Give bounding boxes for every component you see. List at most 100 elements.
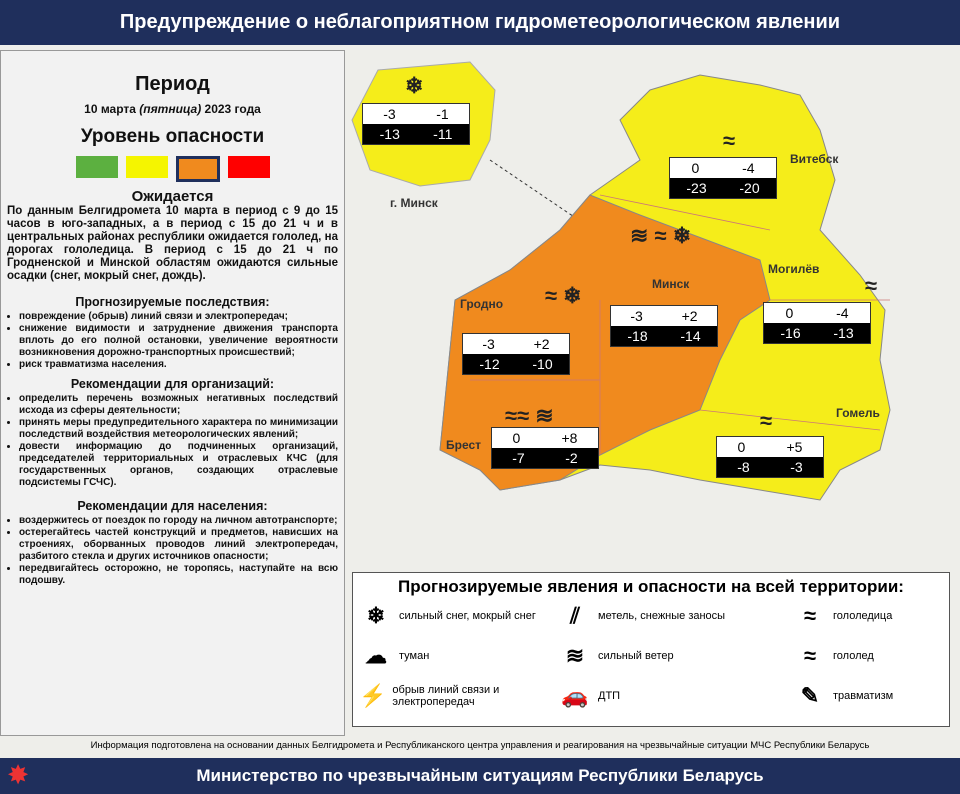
map-icons: ❄ ≈ ≋ ≈ ❄ ≈ ≈ ❄ ≈≈ ≋ ≈	[405, 73, 877, 433]
list-item: повреждение (обрыв) линий связи и электр…	[19, 311, 338, 323]
legend-icon: 🚗	[561, 683, 589, 708]
list-item: передвигайтесь осторожно, не торопясь, н…	[19, 563, 338, 587]
svg-text:≈≈ ≋: ≈≈ ≋	[505, 403, 554, 428]
city-label: Могилёв	[768, 262, 820, 276]
map: ❄ ≈ ≋ ≈ ❄ ≈ ≈ ❄ ≈≈ ≋ ≈	[351, 61, 891, 501]
temp-value: -3	[790, 459, 803, 475]
temp-box: 0 +5 -8 -3	[716, 436, 824, 478]
legend-item: ❄ сильный снег, мокрый снег	[359, 603, 539, 629]
legend-icon: ☁	[365, 643, 387, 668]
legend-icon: ⫽	[570, 603, 580, 628]
legend-icon: ⚡	[359, 683, 387, 708]
temp-value: -4	[742, 160, 755, 176]
left-panel: Период 10 марта (пятница) 2023 года Уров…	[0, 50, 345, 736]
orange-zone	[439, 194, 771, 491]
consequences-heading: Прогнозируемые последствия:	[75, 295, 270, 309]
temp-value: -10	[532, 356, 553, 372]
temp-row: -3 +2	[463, 334, 569, 354]
list-item: воздержитесь от поездок по городу на лич…	[19, 515, 338, 527]
footer-note: Информация подготовлена на основании дан…	[90, 740, 870, 751]
temp-value: -23	[686, 180, 707, 196]
level-yellow	[125, 156, 168, 178]
org-list: определить перечень возможных негативных…	[7, 393, 338, 489]
temp-value: -13	[833, 325, 854, 341]
temp-value: -18	[627, 328, 648, 344]
legend-item: ≈ гололед	[793, 643, 960, 669]
year: 2023 года	[201, 102, 261, 116]
list-item: снижение видимости и затруднение движени…	[19, 323, 338, 359]
temp-value: 0	[512, 430, 521, 446]
temp-value: +8	[561, 430, 578, 446]
legend-label: метель, снежные заносы	[598, 610, 726, 622]
temp-value: -7	[512, 450, 525, 466]
city-label: Брест	[446, 438, 482, 452]
org-heading: Рекомендации для организаций:	[70, 377, 275, 391]
temp-value: +2	[681, 308, 698, 324]
temp-row: -7 -2	[492, 448, 598, 468]
temp-value: -16	[780, 325, 801, 341]
borders	[470, 194, 890, 455]
legend-item: ✎ травматизм	[793, 683, 960, 709]
legend-label: обрыв линий связи и электропередач	[392, 684, 500, 708]
level-heading: Уровень опасности	[80, 126, 265, 147]
legend-icon: ❄	[366, 603, 386, 628]
legend-label: сильный ветер	[598, 650, 674, 662]
temp-row: -23 -20	[670, 178, 776, 198]
temp-value: +5	[786, 439, 803, 455]
temp-row: -13 -11	[363, 124, 469, 144]
temp-row: -12 -10	[463, 354, 569, 374]
header: Предупреждение о неблагоприятном гидроме…	[0, 0, 960, 45]
legend-icon: ≈	[803, 603, 817, 628]
legend-label: сильный снег, мокрый снег	[399, 610, 536, 622]
legend-item: ≋ сильный ветер	[558, 643, 738, 669]
svg-text:≈: ≈	[865, 273, 877, 298]
city-label: Гродно	[460, 297, 504, 311]
expected-heading: Ожидается	[131, 188, 214, 205]
period-heading: Период	[135, 73, 210, 95]
temp-value: -3	[383, 106, 396, 122]
level-green	[75, 156, 118, 178]
population-list: воздержитесь от поездок по городу на лич…	[7, 515, 338, 587]
legend-item: ☁ туман	[359, 643, 539, 669]
list-item: риск травматизма населения.	[19, 359, 338, 371]
list-item: определить перечень возможных негативных…	[19, 393, 338, 417]
legend-label: туман	[399, 650, 430, 662]
period-date: 10 марта (пятница) 2023 года	[1, 102, 344, 116]
expected-text: По данным Белгидромета 10 марта в период…	[7, 205, 338, 282]
legend: Прогнозируемые явления и опасности на вс…	[352, 572, 950, 727]
legend-item: ⫽ метель, снежные заносы	[558, 603, 738, 629]
svg-text:≈: ≈	[723, 128, 735, 153]
temp-value: -3	[482, 336, 495, 352]
temp-row: -8 -3	[717, 457, 823, 477]
temp-value: -1	[436, 106, 449, 122]
city-label: г. Минск	[390, 196, 438, 210]
temp-row: 0 -4	[670, 158, 776, 178]
list-item: довести информацию до подчиненных органи…	[19, 441, 338, 489]
svg-text:≈ ❄: ≈ ❄	[545, 283, 582, 308]
legend-icon: ≋	[565, 643, 585, 668]
legend-label: гололедица	[833, 610, 893, 622]
city-label: Витебск	[790, 152, 839, 166]
temp-row: 0 -4	[764, 303, 870, 323]
legend-heading: Прогнозируемые явления и опасности на вс…	[398, 577, 904, 596]
temp-row: -16 -13	[764, 323, 870, 343]
temp-row: -3 -1	[363, 104, 469, 124]
list-item: остерегайтесь частей конструкций и предм…	[19, 527, 338, 563]
level-scale	[1, 156, 344, 182]
legend-item: ≈ гололедица	[793, 603, 960, 629]
temp-value: -20	[739, 180, 760, 196]
temp-box: -3 -1 -13 -11	[362, 103, 470, 145]
legend-item: 🚗 ДТП	[558, 683, 738, 709]
weekday: (пятница)	[139, 102, 202, 116]
temp-value: -2	[565, 450, 578, 466]
temp-row: -3 +2	[611, 306, 717, 326]
temp-box: 0 -4 -23 -20	[669, 157, 777, 199]
temp-row: 0 +5	[717, 437, 823, 457]
legend-label: ДТП	[598, 690, 621, 702]
temp-value: +2	[533, 336, 550, 352]
temp-value: -8	[737, 459, 750, 475]
ministry: Министерство по чрезвычайным ситуациям Р…	[196, 766, 764, 785]
temp-box: 0 -4 -16 -13	[763, 302, 871, 344]
legend-label: травматизм	[833, 690, 894, 702]
legend-item: ⚡ обрыв линий связи и электропередач	[359, 683, 539, 709]
